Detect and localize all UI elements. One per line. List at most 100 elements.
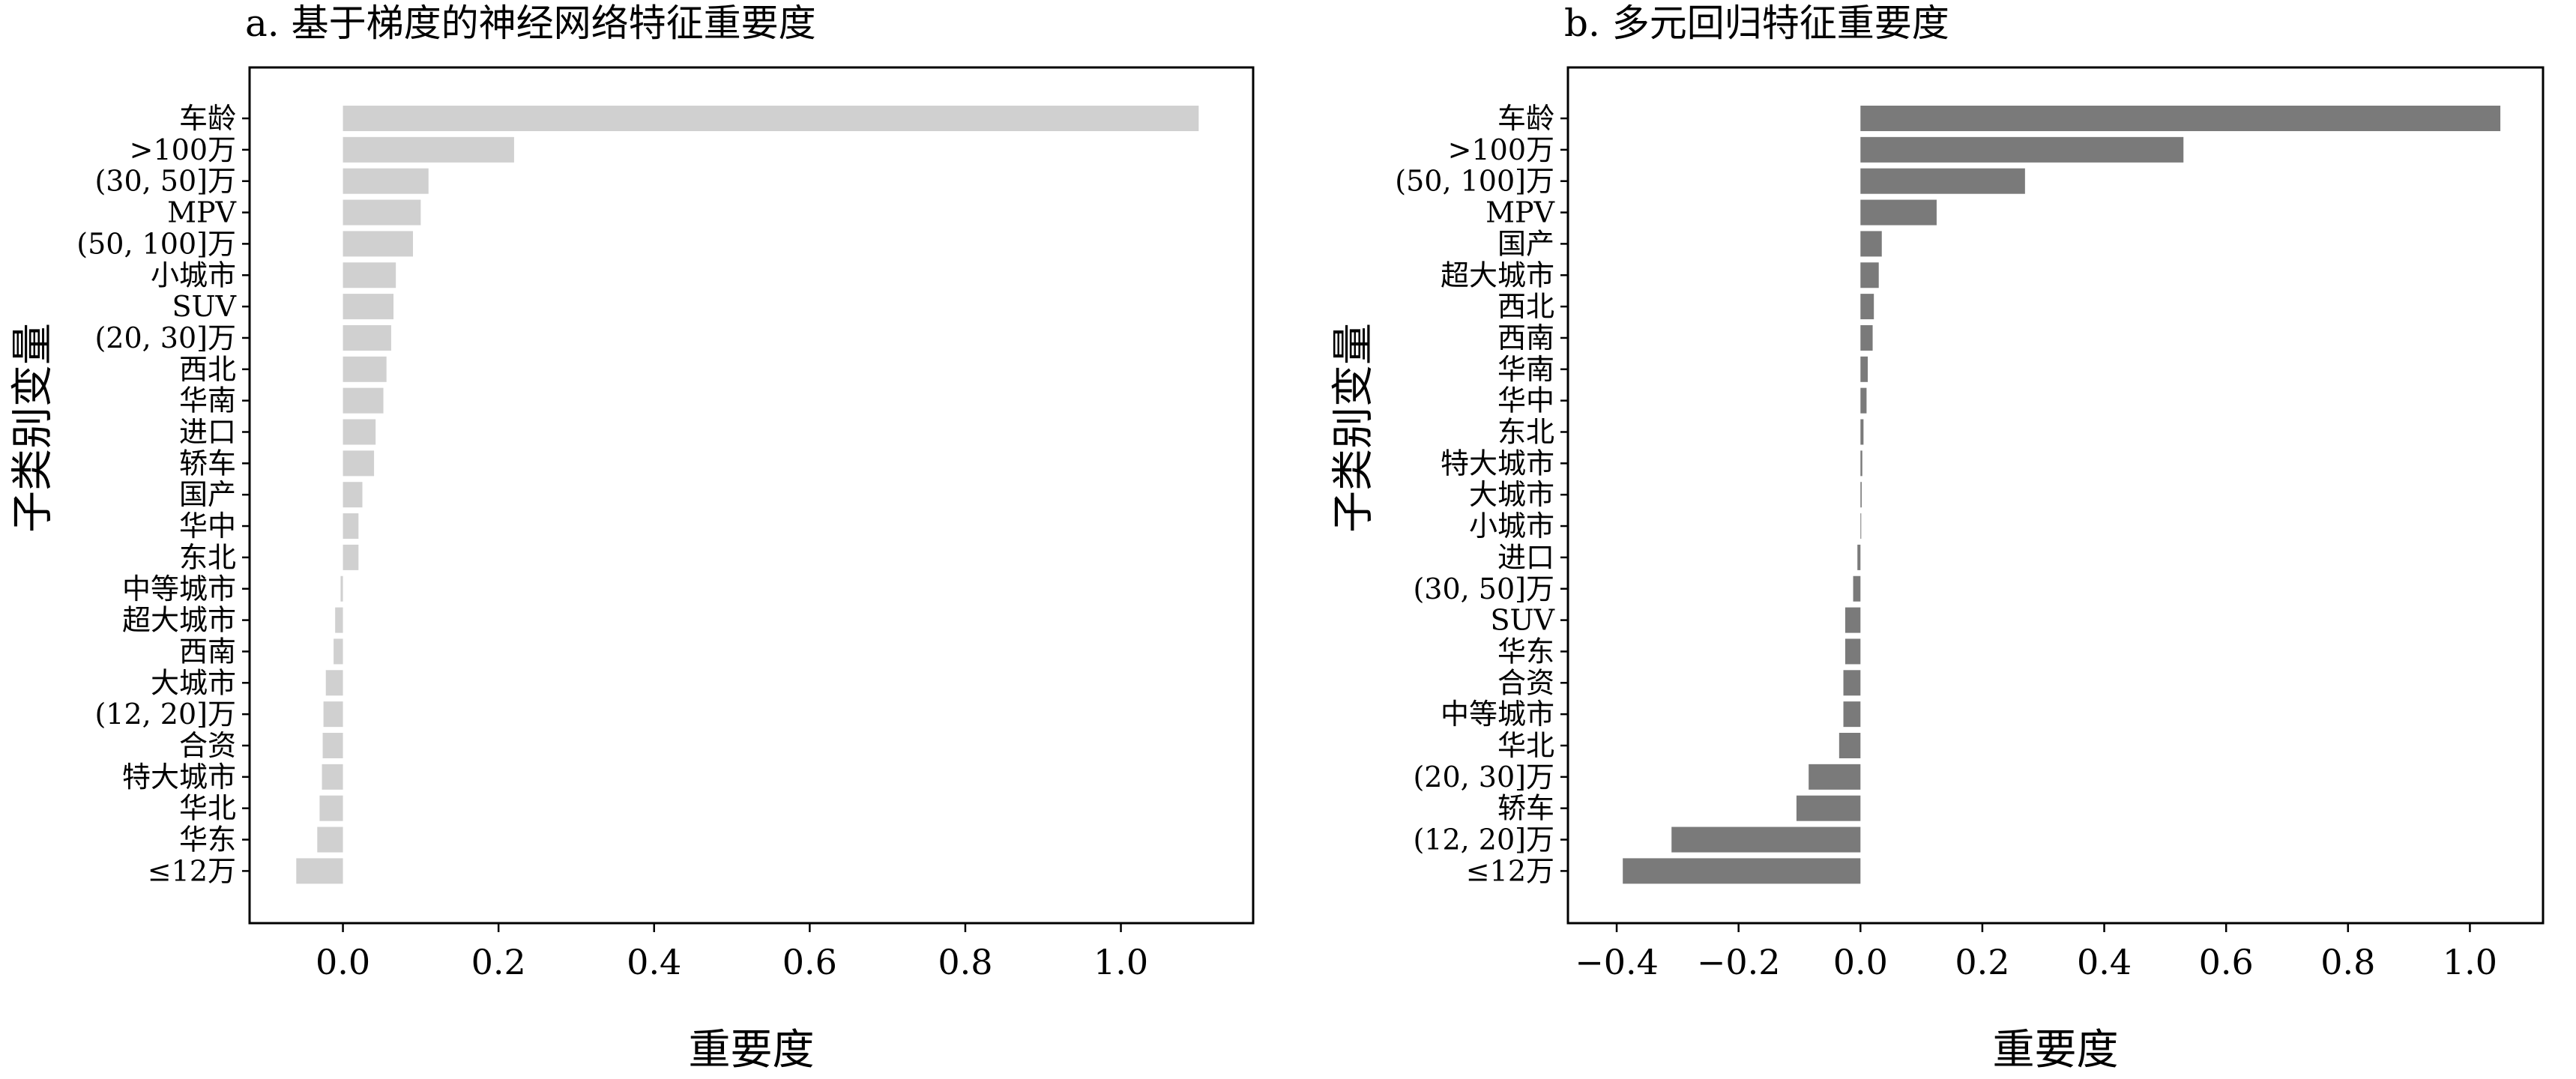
chart-title: a. 基于梯度的神经网络特征重要度 bbox=[245, 1, 816, 45]
bar-9 bbox=[1860, 387, 1867, 414]
bar-0 bbox=[1860, 106, 2501, 131]
bar-17 bbox=[1844, 638, 1861, 665]
category-label: 轿车 bbox=[179, 447, 236, 480]
bar-17 bbox=[334, 638, 343, 665]
category-label: SUV bbox=[172, 290, 237, 323]
x-tick-label: 0.8 bbox=[2320, 942, 2375, 982]
x-tick-label: 0.6 bbox=[2199, 942, 2254, 982]
bar-11 bbox=[343, 450, 375, 477]
category-label: 国产 bbox=[179, 478, 236, 511]
bar-4 bbox=[1860, 231, 1882, 257]
bar-3 bbox=[343, 199, 421, 226]
bar-20 bbox=[1839, 733, 1861, 758]
category-label: (30, 50]万 bbox=[94, 165, 236, 198]
category-label: 超大城市 bbox=[122, 604, 236, 637]
bar-12 bbox=[1860, 482, 1862, 508]
bar-4 bbox=[343, 231, 413, 257]
x-tick-label: 1.0 bbox=[2443, 942, 2497, 982]
x-tick-label: 0.2 bbox=[1955, 942, 2009, 982]
category-label: (50, 100]万 bbox=[1395, 165, 1554, 198]
x-tick-label: 0.0 bbox=[1833, 942, 1888, 982]
category-label: ≤12万 bbox=[1466, 854, 1554, 887]
bar-13 bbox=[1860, 513, 1862, 540]
category-label: SUV bbox=[1491, 604, 1555, 637]
category-label: 西南 bbox=[179, 635, 236, 668]
category-label: 西南 bbox=[1497, 321, 1554, 354]
bar-14 bbox=[1857, 544, 1861, 570]
bar-12 bbox=[343, 482, 363, 508]
category-label: MPV bbox=[167, 196, 236, 229]
category-label: 东北 bbox=[179, 541, 236, 574]
bar-18 bbox=[325, 670, 343, 696]
y-axis-label: 子类别变量 bbox=[1330, 323, 1378, 533]
bar-0 bbox=[343, 106, 1199, 131]
bar-14 bbox=[343, 544, 359, 570]
category-label: 华北 bbox=[1497, 729, 1554, 762]
bar-16 bbox=[335, 607, 343, 633]
x-tick-label: 0.4 bbox=[2077, 942, 2132, 982]
category-label: 华东 bbox=[1497, 635, 1554, 668]
category-label: ≤12万 bbox=[148, 854, 236, 887]
bar-21 bbox=[322, 764, 343, 790]
category-label: 华南 bbox=[1497, 353, 1554, 386]
bar-5 bbox=[1860, 262, 1879, 288]
category-label: 小城市 bbox=[151, 259, 236, 291]
category-label: 东北 bbox=[1497, 416, 1554, 449]
bar-8 bbox=[343, 356, 387, 382]
category-label: 车龄 bbox=[179, 102, 236, 135]
bar-2 bbox=[1860, 168, 2025, 194]
bar-6 bbox=[343, 294, 394, 320]
category-label: 国产 bbox=[1497, 227, 1554, 260]
bar-19 bbox=[323, 701, 343, 728]
bar-18 bbox=[1843, 670, 1861, 696]
category-label: 华中 bbox=[1497, 384, 1554, 417]
category-label: (20, 30]万 bbox=[1413, 761, 1554, 794]
category-label: 中等城市 bbox=[122, 572, 236, 605]
bar-15 bbox=[340, 575, 343, 602]
bar-23 bbox=[1671, 826, 1861, 853]
x-tick-label: −0.2 bbox=[1697, 942, 1781, 982]
category-label: 进口 bbox=[179, 416, 236, 449]
category-label: 大城市 bbox=[1469, 478, 1554, 511]
x-tick-label: 0.6 bbox=[782, 942, 837, 982]
category-label: 轿车 bbox=[1497, 792, 1554, 825]
category-label: 华中 bbox=[179, 510, 236, 542]
plot-frame bbox=[1566, 66, 2545, 925]
category-label: 中等城市 bbox=[1441, 698, 1554, 731]
bar-1 bbox=[1860, 136, 2184, 163]
category-label: (12, 20]万 bbox=[1413, 823, 1554, 856]
bar-19 bbox=[1843, 701, 1861, 728]
bar-13 bbox=[343, 513, 359, 540]
category-label: 超大城市 bbox=[1441, 259, 1554, 291]
category-label: 华东 bbox=[179, 823, 236, 856]
category-label: MPV bbox=[1485, 196, 1554, 229]
bar-24 bbox=[296, 858, 343, 884]
category-label: 华南 bbox=[179, 384, 236, 417]
category-label: (50, 100]万 bbox=[76, 227, 236, 260]
x-axis-label: 重要度 bbox=[1993, 1026, 2119, 1075]
category-label: 西北 bbox=[1497, 290, 1554, 323]
x-tick-label: −0.4 bbox=[1575, 942, 1659, 982]
bar-5 bbox=[343, 262, 396, 288]
bar-24 bbox=[1623, 858, 1861, 884]
category-label: 合资 bbox=[1497, 666, 1554, 699]
category-label: 华北 bbox=[179, 792, 236, 825]
bar-8 bbox=[1860, 356, 1868, 382]
category-label: 特大城市 bbox=[1441, 447, 1554, 480]
x-tick-label: 0.2 bbox=[471, 942, 526, 982]
x-tick-label: 0.0 bbox=[316, 942, 370, 982]
category-label: 西北 bbox=[179, 353, 236, 386]
bar-22 bbox=[1796, 795, 1861, 821]
chart-title: b. 多元回归特征重要度 bbox=[1564, 1, 1949, 45]
bar-20 bbox=[322, 733, 343, 758]
category-label: 大城市 bbox=[151, 666, 236, 699]
bar-23 bbox=[317, 826, 343, 853]
plot-frame bbox=[248, 66, 1255, 925]
category-label: 特大城市 bbox=[122, 761, 236, 794]
x-tick-label: 0.4 bbox=[627, 942, 681, 982]
bar-6 bbox=[1860, 294, 1874, 320]
bar-3 bbox=[1860, 199, 1937, 226]
category-label: 合资 bbox=[179, 729, 236, 762]
